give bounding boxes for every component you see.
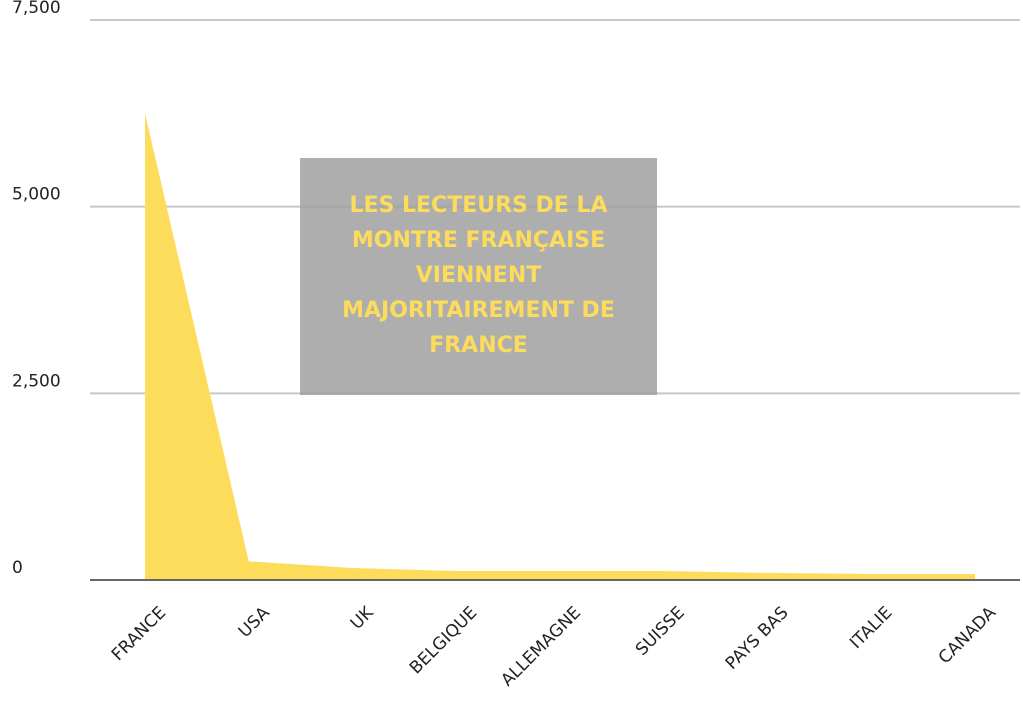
- x-tick-label: BELGIQUE: [406, 603, 481, 678]
- x-tick-label: CANADA: [935, 603, 1001, 669]
- y-tick-label: 2,500: [12, 371, 61, 391]
- x-tick-label: USA: [235, 603, 274, 642]
- y-tick-label: 0: [12, 558, 23, 578]
- x-tick-label: ITALIE: [846, 603, 896, 653]
- x-tick-label: FRANCE: [108, 603, 170, 665]
- y-tick-label: 7,500: [12, 0, 61, 18]
- y-tick-label: 5,000: [12, 185, 61, 205]
- annotation: LES LECTEURS DE LA MONTRE FRANÇAISE VIEN…: [300, 158, 657, 395]
- x-tick-label: UK: [347, 602, 378, 633]
- x-tick-label: ALLEMAGNE: [497, 603, 585, 691]
- x-tick-label: SUISSE: [632, 603, 689, 660]
- area: [145, 113, 975, 580]
- x-tick-label: PAYS BAS: [722, 603, 793, 674]
